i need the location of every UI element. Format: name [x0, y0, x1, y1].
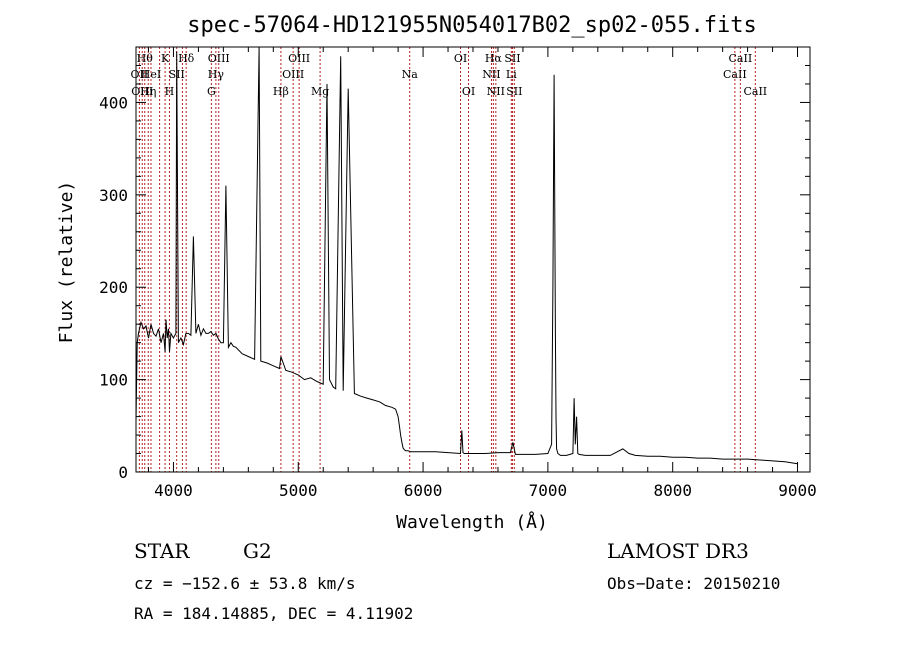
x-tick-label-3: 7000: [529, 481, 568, 500]
y-tick-label-1: 100: [99, 371, 128, 390]
observation-date: Obs−Date: 20150210: [607, 574, 780, 593]
spectrum-line: [135, 46, 798, 465]
chart-title: spec-57064-HD121955N054017B02_sp02-055.f…: [187, 13, 757, 38]
line-label-11: G: [207, 85, 216, 98]
line-label-22: Hα: [485, 52, 503, 65]
x-axis: 4000 5000 6000 7000 8000 9000: [147, 47, 817, 500]
y-axis-label: Flux (relative): [56, 181, 77, 344]
redshift-info: cz = −152.6 ± 53.8 km/s: [134, 574, 356, 593]
y-tick-label-0: 0: [118, 463, 128, 482]
line-label-21: NII: [482, 68, 500, 81]
line-label-29: CaII: [743, 85, 767, 98]
spectral-line-markers: [138, 47, 756, 472]
y-tick-label-3: 300: [99, 186, 128, 205]
line-label-2: Hθ: [137, 52, 154, 65]
y-tick-label-2: 200: [99, 278, 128, 297]
object-class: STAR: [134, 539, 190, 563]
line-label-10: Hδ: [178, 52, 195, 65]
plot-frame: [135, 46, 811, 473]
line-label-19: OI: [454, 52, 467, 65]
coordinates: RA = 184.14885, DEC = 4.11902: [134, 604, 413, 623]
y-axis: 0 100 200 300 400: [99, 46, 810, 482]
line-label-7: H: [165, 85, 175, 98]
line-label-4: HeI: [141, 68, 161, 81]
line-label-16: OIII: [288, 52, 310, 65]
line-label-13: OIII: [208, 52, 230, 65]
line-label-0: OII: [131, 68, 149, 81]
object-subclass: G2: [243, 539, 272, 563]
line-label-6: K: [161, 52, 170, 65]
line-label-26: SII: [506, 85, 522, 98]
line-label-23: NII: [487, 85, 505, 98]
line-label-27: CaII: [723, 68, 747, 81]
line-label-3: Hη: [140, 85, 156, 98]
x-tick-label-4: 8000: [653, 481, 692, 500]
line-label-20: OI: [462, 85, 475, 98]
x-tick-label-5: 9000: [778, 481, 817, 500]
line-label-1: OIII: [131, 85, 153, 98]
x-tick-label-1: 5000: [279, 481, 318, 500]
line-label-28: CaII: [729, 52, 753, 65]
x-tick-label-2: 6000: [404, 481, 443, 500]
line-label-14: Hβ: [273, 85, 289, 98]
line-label-15: OIII: [282, 68, 304, 81]
x-tick-label-0: 4000: [154, 481, 193, 500]
survey-name: LAMOST DR3: [607, 539, 749, 563]
line-label-12: Hγ: [208, 68, 225, 81]
x-axis-label: Wavelength (Å): [396, 511, 548, 533]
line-label-18: Na: [402, 68, 419, 81]
line-label-24: Li: [506, 68, 517, 81]
spectrum-series: [135, 46, 798, 465]
line-label-17: Mg: [311, 85, 329, 98]
y-tick-label-4: 400: [99, 93, 128, 112]
line-label-25: SII: [504, 52, 520, 65]
